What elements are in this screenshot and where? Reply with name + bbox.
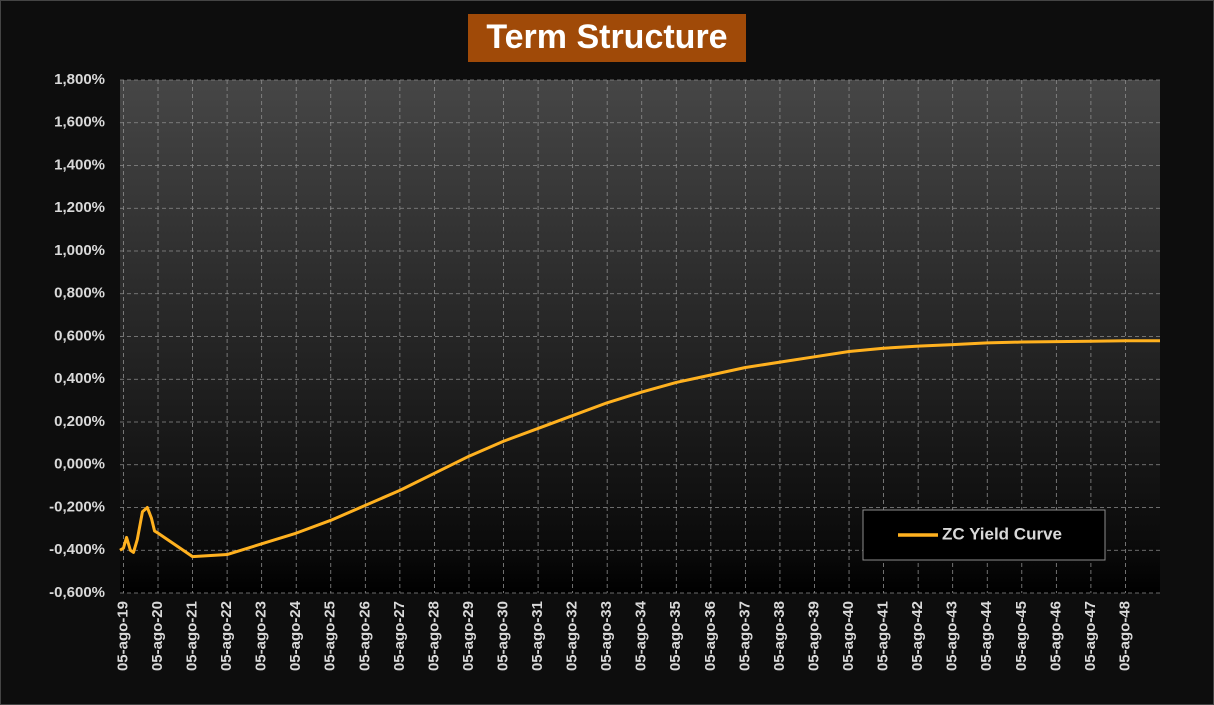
x-tick-label: 05-ago-22 — [218, 601, 235, 671]
x-tick-label: 05-ago-47 — [1082, 601, 1099, 671]
x-tick-label: 05-ago-19 — [114, 601, 131, 671]
y-tick-label: 1,000% — [54, 242, 105, 259]
y-tick-label: 0,000% — [54, 456, 105, 473]
x-tick-label: 05-ago-44 — [978, 600, 995, 671]
x-tick-label: 05-ago-29 — [460, 601, 477, 671]
x-tick-label: 05-ago-26 — [356, 601, 373, 671]
x-tick-label: 05-ago-41 — [875, 601, 892, 671]
y-tick-label: 1,800% — [54, 71, 105, 88]
y-tick-label: 1,600% — [54, 114, 105, 131]
y-tick-label: 0,600% — [54, 327, 105, 344]
x-tick-label: 05-ago-32 — [564, 601, 581, 671]
x-tick-label: 05-ago-25 — [322, 601, 339, 671]
y-tick-label: 1,400% — [54, 156, 105, 173]
title-box — [468, 14, 746, 62]
x-tick-label: 05-ago-20 — [149, 601, 166, 671]
x-tick-label: 05-ago-37 — [736, 601, 753, 671]
x-tick-label: 05-ago-35 — [667, 601, 684, 671]
y-tick-label: 0,800% — [54, 285, 105, 302]
x-tick-label: 05-ago-23 — [253, 601, 270, 671]
y-tick-label: 0,400% — [54, 370, 105, 387]
y-tick-label: -0,600% — [49, 584, 105, 601]
x-tick-label: 05-ago-28 — [425, 601, 442, 671]
x-tick-label: 05-ago-36 — [702, 601, 719, 671]
x-tick-label: 05-ago-24 — [287, 600, 304, 671]
x-tick-label: 05-ago-43 — [944, 601, 961, 671]
x-tick-label: 05-ago-34 — [633, 600, 650, 671]
x-tick-label: 05-ago-31 — [529, 601, 546, 671]
x-tick-label: 05-ago-39 — [805, 601, 822, 671]
y-tick-label: 0,200% — [54, 413, 105, 430]
x-tick-label: 05-ago-27 — [391, 601, 408, 671]
x-tick-label: 05-ago-42 — [909, 601, 926, 671]
series-line — [119, 339, 1160, 559]
x-tick-label: 05-ago-46 — [1047, 601, 1064, 671]
legend-label: ZC Yield Curve — [942, 524, 1062, 543]
y-tick-label: -0,200% — [49, 498, 105, 515]
x-tick-label: 05-ago-30 — [494, 601, 511, 671]
chart-title: Term Structure — [486, 18, 727, 56]
x-tick-label: 05-ago-33 — [598, 601, 615, 671]
y-tick-label: 1,200% — [54, 199, 105, 216]
x-tick-label: 05-ago-40 — [840, 601, 857, 671]
y-tick-label: -0,400% — [49, 541, 105, 558]
x-tick-label: 05-ago-21 — [184, 601, 201, 671]
x-tick-label: 05-ago-48 — [1116, 601, 1133, 671]
x-tick-label: 05-ago-45 — [1013, 601, 1030, 671]
x-tick-label: 05-ago-38 — [771, 601, 788, 671]
